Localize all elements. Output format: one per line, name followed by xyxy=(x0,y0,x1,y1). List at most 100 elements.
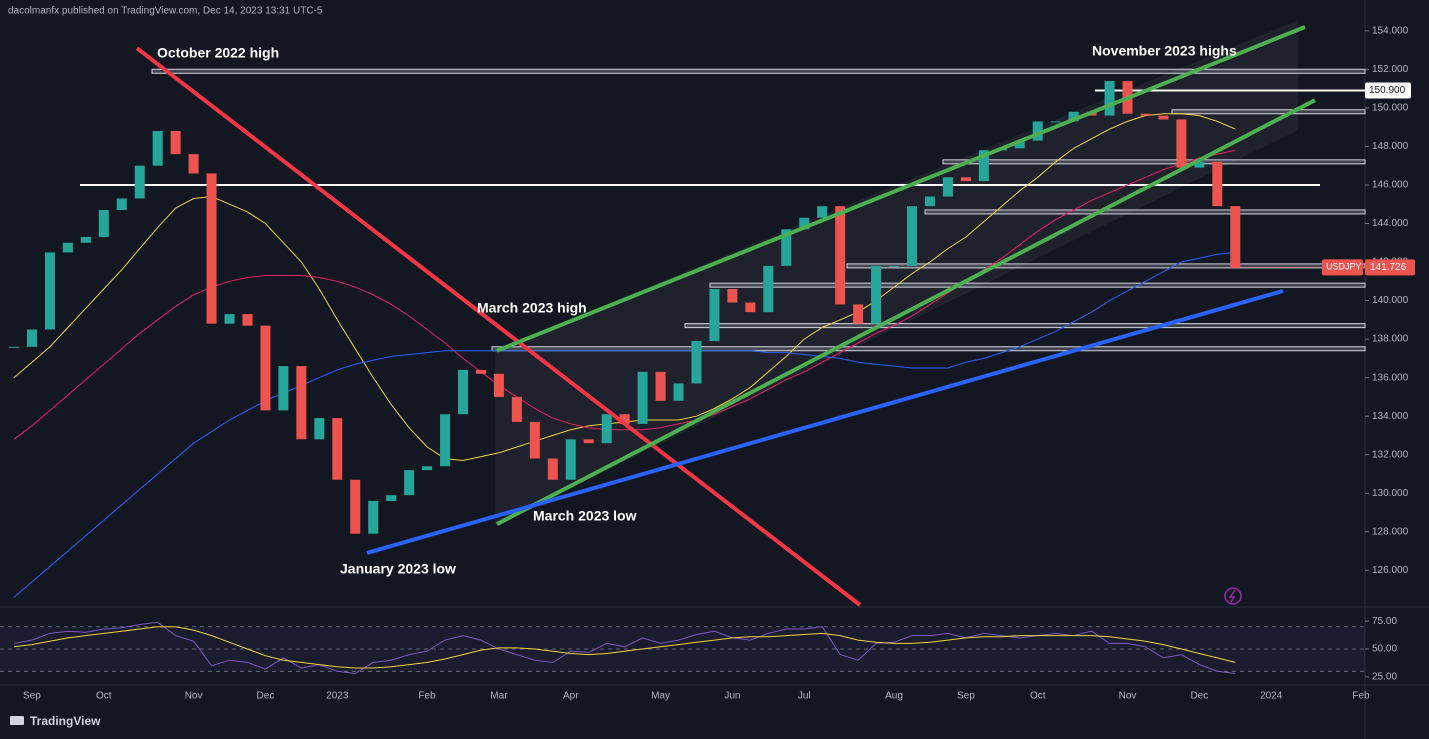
marked-level-label: 150.900 xyxy=(1369,85,1406,96)
trendline xyxy=(496,25,1306,353)
candle xyxy=(9,346,19,348)
price-label: 141.726 xyxy=(1370,262,1407,273)
candle xyxy=(1068,111,1079,122)
y-tick-label: 130.000 xyxy=(1372,488,1409,499)
candle xyxy=(745,302,756,313)
trendline xyxy=(496,98,1316,526)
candle xyxy=(942,177,953,197)
y-tick-label: 128.000 xyxy=(1372,526,1409,537)
candle xyxy=(98,210,109,237)
y-tick-label: 75.00 xyxy=(1372,616,1397,627)
candle xyxy=(458,369,468,415)
candle xyxy=(853,304,864,324)
candle xyxy=(637,371,648,424)
candle xyxy=(1104,80,1115,116)
footer: TradingView xyxy=(30,714,101,728)
y-tick-label: 144.000 xyxy=(1372,218,1409,229)
candle xyxy=(134,165,145,199)
symbol-tag xyxy=(1322,259,1363,276)
candle xyxy=(547,458,558,480)
candle xyxy=(781,229,792,266)
candle xyxy=(817,206,828,218)
candle xyxy=(924,196,935,207)
candle xyxy=(799,217,810,230)
header: dacolmanfx published on TradingView.com,… xyxy=(8,6,323,17)
x-tick-label: Jun xyxy=(724,691,740,702)
candle xyxy=(62,242,73,253)
level-zone xyxy=(924,209,1366,215)
candle xyxy=(260,325,271,411)
candle xyxy=(1050,121,1061,123)
y-tick-label: 138.000 xyxy=(1372,334,1409,345)
candle xyxy=(889,265,900,267)
candle xyxy=(709,289,720,342)
annotation: March 2023 low xyxy=(533,508,637,524)
candle xyxy=(475,369,486,374)
x-tick-label: Aug xyxy=(885,691,903,702)
y-tick-label: 126.000 xyxy=(1372,565,1409,576)
candle xyxy=(278,366,289,411)
annotation: March 2023 high xyxy=(477,300,587,316)
candle xyxy=(170,131,181,155)
candle xyxy=(655,371,666,401)
candle xyxy=(242,314,253,326)
candle xyxy=(188,154,199,174)
candle xyxy=(763,265,774,313)
y-tick-label: 150.000 xyxy=(1372,103,1409,114)
level-zone xyxy=(942,159,1366,165)
candle xyxy=(224,314,235,324)
x-tick-label: Dec xyxy=(1190,691,1208,702)
candle xyxy=(296,366,307,440)
rsi-signal xyxy=(13,626,1236,669)
y-tick-label: 148.000 xyxy=(1372,141,1409,152)
candle xyxy=(440,414,451,467)
candle xyxy=(1140,113,1151,116)
rsi-line xyxy=(13,621,1236,675)
x-tick-label: 2024 xyxy=(1260,691,1283,702)
x-tick-label: Oct xyxy=(96,691,112,702)
alert-icon[interactable] xyxy=(1224,587,1242,605)
candle xyxy=(583,439,594,444)
candle xyxy=(835,206,846,305)
y-tick-label: 50.00 xyxy=(1372,644,1397,655)
moving-average xyxy=(13,251,1236,598)
x-tick-label: Sep xyxy=(23,691,41,702)
candle xyxy=(332,418,343,480)
candle xyxy=(368,500,379,534)
candle xyxy=(314,418,325,440)
annotation: October 2022 high xyxy=(157,45,279,61)
logo xyxy=(10,716,24,725)
marked-level-tag xyxy=(1365,82,1411,99)
y-tick-label: 154.000 xyxy=(1372,25,1409,36)
candle xyxy=(206,173,217,324)
candle xyxy=(26,329,37,347)
candle xyxy=(978,150,989,182)
moving-average xyxy=(13,149,1236,440)
candle xyxy=(44,252,55,330)
candle xyxy=(386,495,397,501)
candle xyxy=(1176,119,1187,168)
x-tick-label: Oct xyxy=(1030,691,1046,702)
x-tick-label: 2023 xyxy=(326,691,349,702)
candle xyxy=(116,198,127,211)
channel-shade xyxy=(495,20,1298,525)
y-tick-label: 25.00 xyxy=(1372,672,1397,683)
candle xyxy=(727,289,738,303)
candle xyxy=(493,373,504,397)
level-zone xyxy=(491,346,1366,352)
candle xyxy=(565,439,576,480)
candle xyxy=(871,265,882,324)
x-tick-label: Apr xyxy=(563,691,579,702)
candle xyxy=(1212,161,1223,207)
candle xyxy=(1158,115,1169,120)
candle xyxy=(907,206,917,266)
alert-icon-bolt xyxy=(1228,589,1236,603)
x-tick-label: May xyxy=(651,691,670,702)
candle xyxy=(404,470,415,496)
level-zone xyxy=(1171,109,1366,115)
y-tick-label: 152.000 xyxy=(1372,64,1409,75)
symbol-label: USDJPY xyxy=(1326,262,1362,272)
candle xyxy=(1194,161,1205,168)
